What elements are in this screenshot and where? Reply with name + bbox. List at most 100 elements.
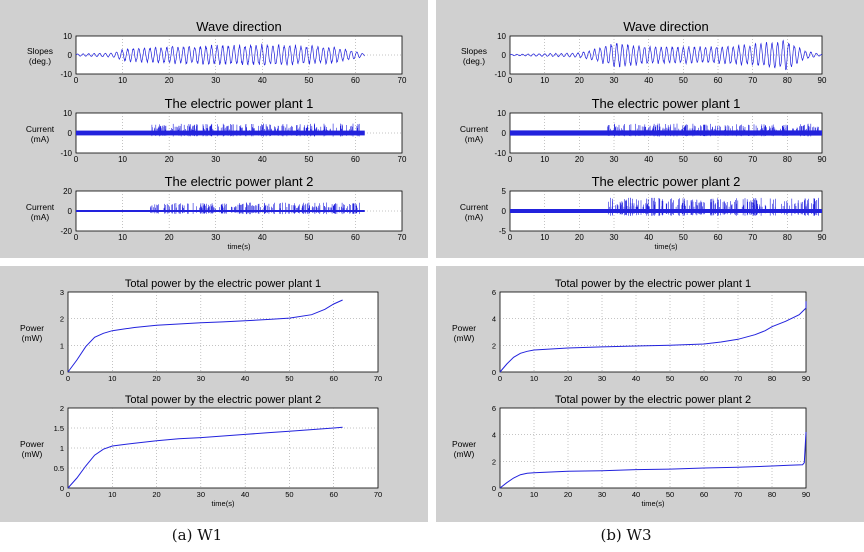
chart-title: The electric power plant 2 (592, 174, 741, 189)
y-tick-label: 1 (60, 341, 64, 350)
x-axis-label: time(s) (228, 242, 251, 251)
y-tick-label: 0 (68, 207, 73, 216)
x-tick-label: 80 (783, 155, 792, 164)
x-tick-label: 0 (508, 76, 513, 85)
x-tick-label: 70 (734, 490, 742, 499)
x-tick-label: 30 (598, 374, 606, 383)
x-tick-label: 30 (610, 76, 619, 85)
x-tick-label: 10 (530, 374, 538, 383)
x-tick-label: 60 (714, 155, 723, 164)
x-tick-label: 90 (818, 155, 827, 164)
y-axis-label-unit: (mW) (22, 449, 43, 459)
y-axis-label-unit: (mA) (465, 212, 484, 222)
x-axis-label: time(s) (212, 499, 235, 508)
x-tick-label: 20 (152, 374, 160, 383)
x-tick-label: 60 (351, 155, 360, 164)
x-tick-label: 30 (197, 490, 205, 499)
x-tick-label: 60 (330, 374, 338, 383)
x-tick-label: 60 (351, 233, 360, 242)
series-line (499, 301, 807, 373)
signal-spikes (608, 197, 819, 216)
signal-spikes (607, 123, 819, 137)
y-tick-label: 3 (60, 288, 64, 297)
x-tick-label: 10 (108, 374, 116, 383)
y-tick-label: 0 (492, 484, 496, 493)
x-tick-label: 0 (74, 76, 79, 85)
y-axis-label-unit: (mA) (31, 212, 50, 222)
y-tick-label: 10 (63, 32, 72, 41)
plot-area (499, 407, 807, 489)
y-axis-label-unit: (deg.) (463, 56, 485, 66)
x-tick-label: 40 (644, 155, 653, 164)
chart-title: The electric power plant 2 (165, 174, 314, 189)
y-tick-label: 1.5 (54, 424, 64, 433)
x-tick-label: 40 (241, 374, 249, 383)
x-tick-label: 10 (540, 233, 549, 242)
x-tick-label: 20 (165, 155, 174, 164)
chart-title: Wave direction (623, 19, 709, 34)
y-tick-label: 5 (502, 187, 507, 196)
x-tick-label: 50 (679, 155, 688, 164)
y-tick-label: 1 (60, 444, 64, 453)
y-axis-label: Slopes (27, 46, 53, 56)
chart-title: Wave direction (196, 19, 282, 34)
x-tick-label: 70 (398, 76, 407, 85)
x-tick-label: 90 (818, 233, 827, 242)
x-tick-label: 40 (644, 76, 653, 85)
caption-a: (a) W1 (171, 526, 223, 544)
x-tick-label: 10 (118, 76, 127, 85)
y-tick-label: 10 (497, 109, 506, 118)
x-tick-label: 30 (211, 155, 220, 164)
chart-title: Total power by the electric power plant … (555, 278, 751, 290)
series-line (499, 431, 807, 489)
x-tick-label: 50 (304, 155, 313, 164)
plot-area (499, 291, 807, 373)
x-tick-label: 0 (74, 233, 79, 242)
x-tick-label: 60 (351, 76, 360, 85)
y-tick-label: 4 (492, 431, 496, 440)
x-axis-label: time(s) (655, 242, 678, 251)
x-tick-label: 10 (118, 233, 127, 242)
signal-band (510, 130, 822, 136)
x-tick-label: 10 (540, 155, 549, 164)
y-axis-label-unit: (mW) (454, 449, 475, 459)
y-tick-label: -10 (494, 70, 506, 79)
x-tick-label: 60 (330, 490, 338, 499)
x-tick-label: 10 (108, 490, 116, 499)
y-axis-label-unit: (deg.) (29, 56, 51, 66)
y-tick-label: 0 (68, 129, 73, 138)
x-tick-label: 30 (610, 155, 619, 164)
y-axis-label: Power (20, 323, 44, 333)
x-tick-label: 70 (748, 155, 757, 164)
x-tick-label: 90 (802, 374, 810, 383)
x-tick-label: 50 (304, 233, 313, 242)
series-line (509, 39, 823, 71)
y-tick-label: 2 (492, 457, 496, 466)
y-tick-label: 0 (60, 484, 64, 493)
x-tick-label: 20 (564, 374, 572, 383)
y-tick-label: 0 (68, 51, 73, 60)
x-tick-label: 30 (197, 374, 205, 383)
x-tick-label: 80 (783, 233, 792, 242)
x-tick-label: 20 (165, 76, 174, 85)
x-tick-label: 70 (748, 233, 757, 242)
x-tick-label: 40 (632, 374, 640, 383)
y-tick-label: 10 (63, 109, 72, 118)
signal-spikes (151, 123, 360, 137)
x-tick-label: 20 (575, 155, 584, 164)
x-tick-label: 40 (258, 155, 267, 164)
x-tick-label: 10 (530, 490, 538, 499)
chart-title: The electric power plant 1 (165, 96, 314, 111)
x-tick-label: 10 (118, 155, 127, 164)
y-tick-label: 0 (502, 129, 507, 138)
x-tick-label: 50 (666, 490, 674, 499)
x-tick-label: 0 (508, 155, 513, 164)
y-axis-label: Current (26, 202, 55, 212)
x-tick-label: 50 (304, 76, 313, 85)
x-tick-label: 70 (374, 374, 382, 383)
series-line (67, 426, 343, 489)
y-tick-label: 20 (63, 187, 72, 196)
x-tick-label: 30 (610, 233, 619, 242)
y-tick-label: -5 (499, 227, 507, 236)
y-tick-label: 6 (492, 404, 496, 413)
